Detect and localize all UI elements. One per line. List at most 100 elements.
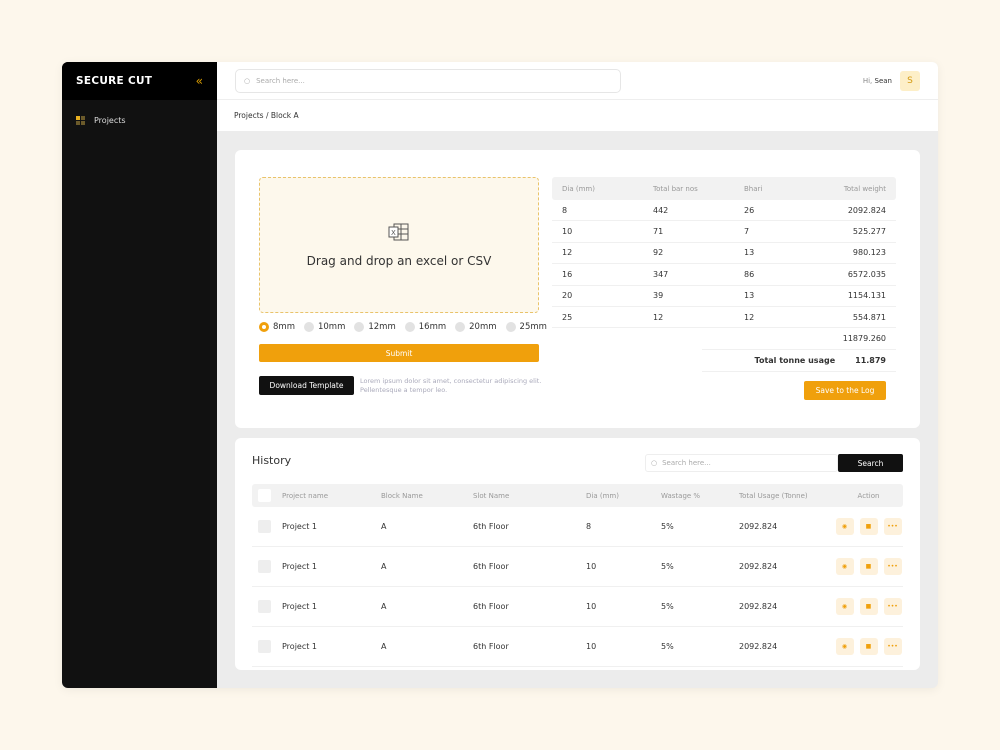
table-cell: 12 xyxy=(744,312,755,322)
logo: SECURE CUT xyxy=(76,75,153,87)
eye-icon[interactable]: ◉ xyxy=(835,558,854,575)
submit-button[interactable]: Submit xyxy=(259,344,539,362)
trash-icon[interactable]: ■ xyxy=(859,598,878,615)
svg-text:X: X xyxy=(391,229,396,237)
dropzone-text: Drag and drop an excel or CSV xyxy=(306,254,492,268)
eye-icon[interactable]: ◉ xyxy=(835,638,854,655)
table-cell: 5% xyxy=(661,562,674,571)
table-cell: Project 1 xyxy=(282,522,318,531)
table-cell: 12 xyxy=(562,248,573,258)
table-cell: 6th Floor xyxy=(473,602,509,611)
table-cell: 2092.824 xyxy=(739,562,778,571)
table-cell: 6th Floor xyxy=(473,522,509,531)
table-cell: 10 xyxy=(586,562,597,571)
row-checkbox[interactable] xyxy=(258,560,271,573)
save-to-log-button[interactable]: Save to the Log xyxy=(804,381,886,400)
search-input[interactable]: ○ Search here... xyxy=(235,68,621,93)
table-row: 16 347 86 6572.035 xyxy=(552,264,896,286)
radio-20mm[interactable]: 20mm xyxy=(455,322,497,332)
table-cell: 16 xyxy=(562,269,573,279)
excel-file-icon: X xyxy=(388,223,409,241)
table-cell: 10 xyxy=(586,642,597,651)
table-cell: 25 xyxy=(562,312,573,322)
history-card: History ○ Search here... Search Project n… xyxy=(235,438,920,670)
table-cell: 5% xyxy=(661,522,674,531)
radio-8mm[interactable]: 8mm xyxy=(259,322,295,332)
table-row: 8 442 26 2092.824 xyxy=(552,200,896,222)
upload-card: X Drag and drop an excel or CSV 8mm 10mm… xyxy=(235,150,920,428)
table-cell: 71 xyxy=(653,227,664,237)
search-icon: ○ xyxy=(651,459,658,467)
history-search-button[interactable]: Search xyxy=(838,454,903,472)
size-radio-group: 8mm 10mm 12mm 16mm 20mm 25mm xyxy=(259,322,547,332)
table-cell: 2092.824 xyxy=(739,522,778,531)
table-header: Project name Block Name Slot Name Dia (mm) W… xyxy=(252,484,903,507)
table-cell: A xyxy=(381,602,387,611)
user-menu[interactable]: Hi, Sean S xyxy=(862,70,920,91)
file-dropzone[interactable]: X Drag and drop an excel or CSV xyxy=(259,177,539,313)
table-cell: 13 xyxy=(744,291,755,301)
trash-icon[interactable]: ■ xyxy=(859,638,878,655)
table-cell: 2092.824 xyxy=(739,602,778,611)
sidebar-item-projects[interactable]: Projects xyxy=(62,100,217,141)
table-cell: 86 xyxy=(744,269,755,279)
table-cell: Project 1 xyxy=(282,602,318,611)
table-header: Dia (mm) Total bar nos Bhari Total weight xyxy=(552,177,896,200)
table-cell: Project 1 xyxy=(282,642,318,651)
table-cell: 5% xyxy=(661,602,674,611)
total-tonne-row: Total tonne usage 11.879 xyxy=(702,350,896,373)
user-name: Sean xyxy=(874,76,892,85)
radio-16mm[interactable]: 16mm xyxy=(404,322,446,332)
table-row: 20 39 13 1154.131 xyxy=(552,286,896,307)
table-cell: 7 xyxy=(744,227,750,237)
table-cell: 2092.824 xyxy=(739,642,778,651)
select-all-checkbox[interactable] xyxy=(258,489,271,502)
table-cell: 39 xyxy=(653,291,664,301)
summary-table: Dia (mm) Total bar nos Bhari Total weight 8… xyxy=(552,177,896,373)
table-cell: 26 xyxy=(744,205,755,215)
radio-10mm[interactable]: 10mm xyxy=(303,322,345,332)
history-search-input[interactable]: ○ Search here... xyxy=(645,454,838,472)
breadcrumb: Projects / Block A xyxy=(217,100,938,131)
table-cell: 525.277 xyxy=(852,227,886,237)
table-cell: 6th Floor xyxy=(473,642,509,651)
eye-icon[interactable]: ◉ xyxy=(835,598,854,615)
table-cell: 442 xyxy=(653,205,669,215)
greeting: Hi, xyxy=(862,76,873,85)
more-icon[interactable]: ••• xyxy=(883,518,902,535)
table-cell: 554.871 xyxy=(852,312,886,322)
more-icon[interactable]: ••• xyxy=(883,558,902,575)
table-cell: 6572.035 xyxy=(847,269,886,279)
table-cell: 980.123 xyxy=(852,248,886,258)
table-cell: 8 xyxy=(562,205,568,215)
radio-12mm[interactable]: 12mm xyxy=(354,322,396,332)
row-checkbox[interactable] xyxy=(258,520,271,533)
avatar[interactable]: S xyxy=(900,70,920,91)
app-window: SECURE CUT « Projects ○ Search here... Hi,… xyxy=(62,62,938,688)
table-row: Project 1 A 6th Floor 10 5% 2092.824 ◉ ■ ••• xyxy=(252,627,903,667)
table-cell: 8 xyxy=(586,522,592,531)
more-icon[interactable]: ••• xyxy=(883,598,902,615)
eye-icon[interactable]: ◉ xyxy=(835,518,854,535)
table-cell: A xyxy=(381,522,387,531)
double-chevron-left-icon[interactable]: « xyxy=(195,74,203,88)
sidebar-item-label: Projects xyxy=(94,116,126,125)
table-row: 25 12 12 554.871 xyxy=(552,307,896,329)
history-table: Project name Block Name Slot Name Dia (mm) W… xyxy=(252,484,903,667)
table-cell: 92 xyxy=(653,248,664,258)
row-actions: ◉ ■ ••• xyxy=(834,518,903,535)
table-cell: A xyxy=(381,562,387,571)
table-cell: 10 xyxy=(586,602,597,611)
download-template-button[interactable]: Download Template xyxy=(259,376,354,395)
history-title: History xyxy=(252,454,292,467)
radio-25mm[interactable]: 25mm xyxy=(505,322,547,332)
row-checkbox[interactable] xyxy=(258,600,271,613)
table-cell: 10 xyxy=(562,227,573,237)
trash-icon[interactable]: ■ xyxy=(859,518,878,535)
row-checkbox[interactable] xyxy=(258,640,271,653)
table-row: 12 92 13 980.123 xyxy=(552,243,896,265)
grid-icon xyxy=(76,116,85,125)
table-cell: 347 xyxy=(653,269,669,279)
trash-icon[interactable]: ■ xyxy=(859,558,878,575)
more-icon[interactable]: ••• xyxy=(883,638,902,655)
